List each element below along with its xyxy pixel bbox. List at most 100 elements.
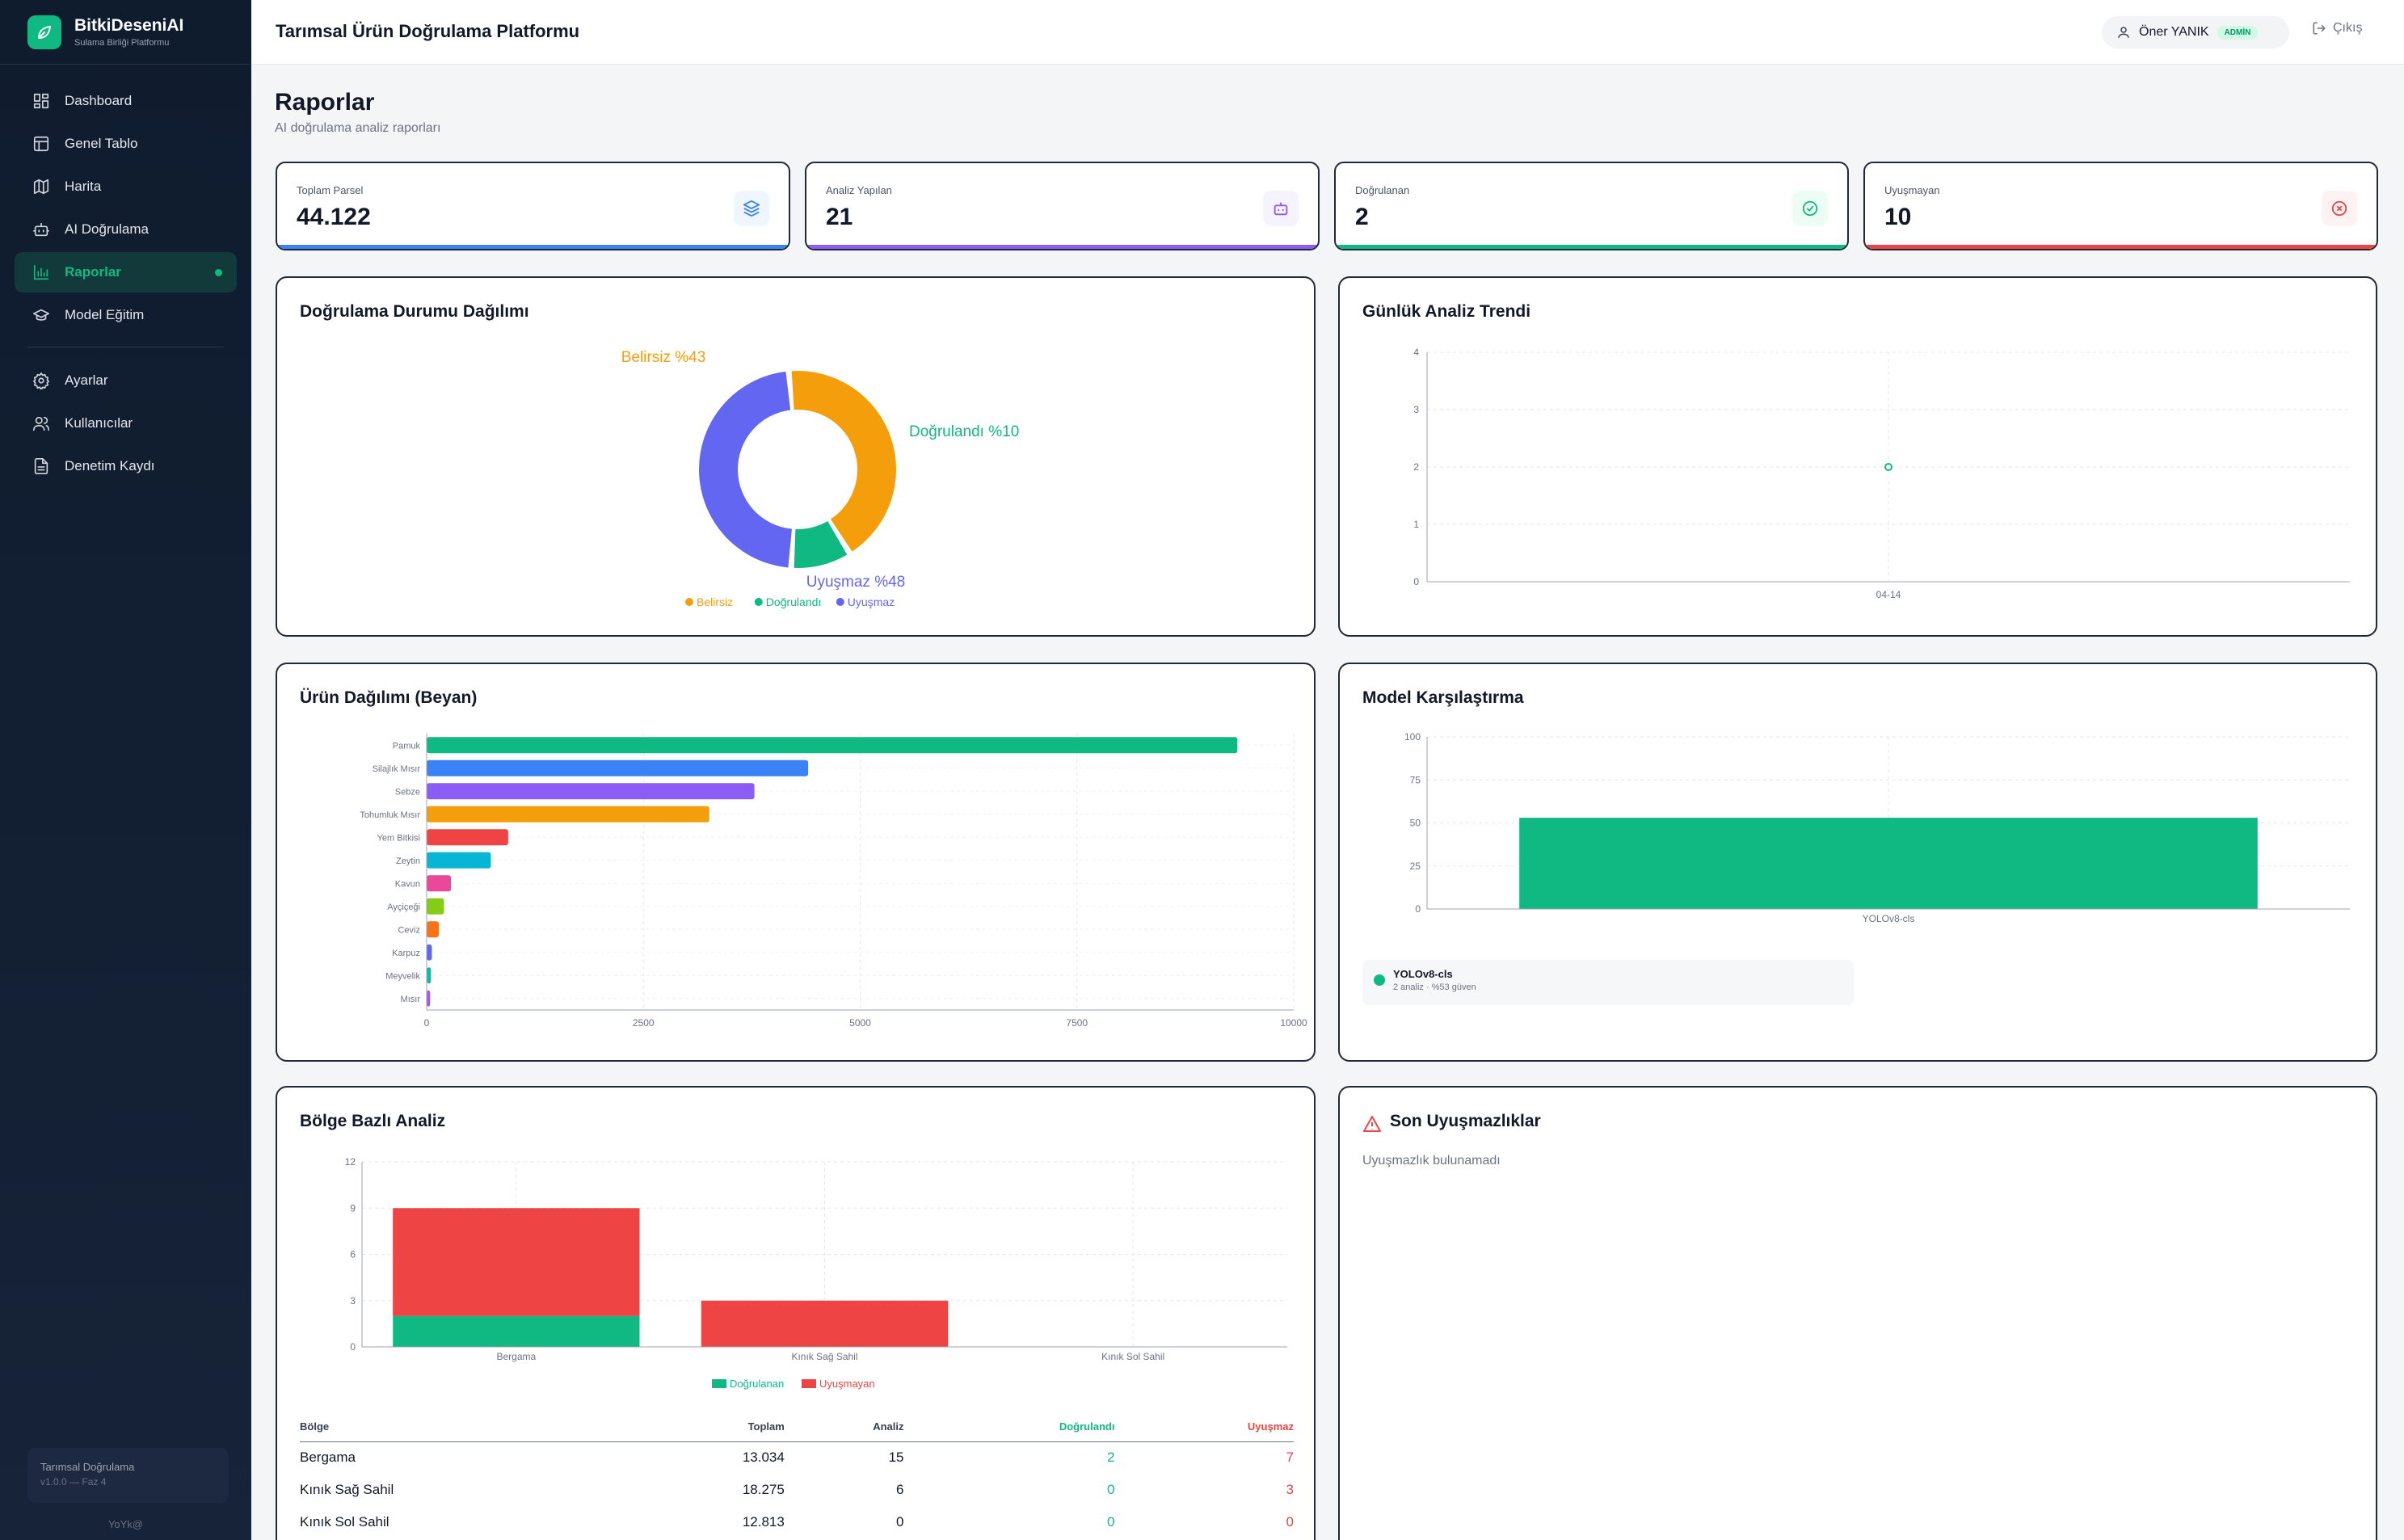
bar-segment [701,1300,949,1347]
card-verification-distribution: Doğrulama Durumu Dağılımı Belirsiz %43 Do… [276,276,1316,637]
card-title: Bölge Bazlı Analiz [300,1112,446,1130]
legend-label: Doğrulandı [766,595,822,608]
sidebar-item-ayarlar[interactable]: Ayarlar [15,360,237,401]
y-tick-label: Pamuk [393,741,421,751]
y-tick-label: Sebze [395,787,420,797]
card-title: Model Karşılaştırma [1362,688,1524,707]
stat-value: 44.122 [297,204,371,230]
col-header: Uyuşmaz [1114,1412,1294,1442]
x-tick-label: 2500 [633,1017,655,1029]
sidebar-item-label: AI Doğrulama [65,221,149,237]
model-list-item[interactable]: YOLOv8-cls 2 analiz · %53 güven [1362,960,1854,1005]
logout-button[interactable]: Çıkış [2312,21,2362,36]
stat-value: 10 [1884,204,1912,230]
cell: 3 [1286,1482,1294,1497]
brand[interactable]: BitkiDeseniAI Sulama Birliği Platformu [0,0,251,65]
slice-label: Belirsiz %43 [621,349,706,366]
y-tick-label: Kavun [395,879,420,889]
graduation-cap-icon [33,309,49,321]
bar [427,967,432,984]
stat-value: 21 [826,204,853,230]
user-menu[interactable]: Öner YANIK ADMİN [2102,16,2289,48]
legend-marker [685,598,693,606]
cell: 2 [1106,1450,1115,1466]
cell: 6 [896,1482,904,1497]
bar [427,829,508,846]
cell: 0 [896,1514,904,1529]
sidebar-item-label: Raporlar [65,264,121,280]
stat-accent-bar [1336,245,1847,249]
y-tick-label: 3 [1413,404,1419,415]
logout-icon [2313,22,2326,35]
legend-label: Belirsiz [697,595,733,608]
x-tick-label: Kınık Sol Sahil [1101,1351,1164,1362]
sidebar-item-label: Denetim Kaydı [65,458,155,473]
cell: Kınık Sol Sahil [300,1514,389,1529]
cell: 18.275 [742,1482,785,1497]
x-tick-label: Kınık Sağ Sahil [791,1351,857,1362]
cell: 15 [888,1450,904,1466]
model-bar-chart: 0 25 50 75 100 YOLOv8-cls [1404,731,2350,924]
cell: 0 [1106,1482,1115,1497]
cell: 12.813 [742,1514,785,1529]
topbar: Tarımsal Ürün Doğrulama Platformu Öner Y… [251,0,2404,65]
user-icon [2118,27,2129,38]
y-tick-label: 50 [1410,818,1421,829]
leaf-icon [27,15,61,49]
sidebar-item-label: Harita [65,179,102,194]
trend-chart: 0 1 2 3 4 04-14 [1413,347,2350,600]
sidebar-item-ai-dogrulama[interactable]: AI Doğrulama [15,209,237,250]
sidebar-item-model-egitim[interactable]: Model Eğitim [15,295,237,335]
table-row: Kınık Sağ Sahil 18.275 6 0 3 [300,1474,1294,1506]
cell: 0 [1286,1514,1294,1529]
sidebar-item-harita[interactable]: Harita [15,166,237,207]
bar [427,783,755,800]
col-header: Doğrulandı [903,1412,1115,1442]
card-model-comparison: Model Karşılaştırma 0 25 50 75 100 YOLOv8-cls… [1338,663,2377,1062]
col-header: Toplam [538,1412,785,1442]
y-tick-label: Meyvelik [385,971,420,981]
user-name: Öner YANIK [2139,25,2209,39]
x-tick-label: 10000 [1280,1017,1307,1029]
sidebar-item-denetim-kaydi[interactable]: Denetim Kaydı [15,446,237,486]
page-title: Raporlar [275,89,375,116]
check-circle-icon [1792,191,1828,226]
bar [427,898,444,915]
sidebar-item-raporlar[interactable]: Raporlar [15,252,237,292]
gear-icon [33,372,49,389]
sidebar-item-kullanicilar[interactable]: Kullanıcılar [15,403,237,444]
sidebar-item-dashboard[interactable]: Dashboard [15,81,237,121]
y-tick-label: 2 [1413,461,1419,473]
bar [427,737,1238,754]
card-title: Ürün Dağılımı (Beyan) [300,688,478,707]
legend-marker [712,1379,726,1388]
y-tick-label: Tohumluk Mısır [360,810,420,820]
y-tick-label: Mısır [401,995,421,1004]
bar [427,921,440,938]
slice-label: Uyuşmaz %48 [806,574,906,591]
stat-value: 2 [1355,204,1369,230]
brand-name: BitkiDeseniAI [74,15,184,35]
stat-label: Toplam Parsel [297,184,364,196]
bar [1519,818,2258,909]
card-title: Doğrulama Durumu Dağılımı [300,302,529,321]
cell: Bergama [300,1450,356,1466]
slice-label: Doğrulandı %10 [909,423,1019,440]
stat-card-mismatch: Uyuşmayan 10 [1863,162,2378,250]
sidebar-item-genel-tablo[interactable]: Genel Tablo [15,124,237,164]
sidebar-item-label: Model Eğitim [65,307,145,322]
x-tick-label: 04-14 [1876,589,1901,600]
stat-label: Uyuşmayan [1884,184,1940,196]
y-tick-label: Yem Bitkisi [377,833,420,843]
active-indicator [215,269,222,276]
card-title: Günlük Analiz Trendi [1362,302,1531,321]
brand-subtitle: Sulama Birliği Platformu [74,37,170,48]
cell: 13.034 [742,1450,785,1466]
donut-slice [791,371,896,552]
stat-card-analyzed: Analiz Yapılan 21 [805,162,1320,250]
version-box: Tarımsal Doğrulama v1.0.0 — Faz 4 [27,1448,229,1503]
page-subtitle: AI doğrulama analiz raporları [275,121,441,135]
y-tick-label: Silajlık Mısır [373,764,421,774]
card-recent-conflicts: Son Uyuşmazlıklar Uyuşmazlık bulunamadı [1338,1086,2377,1540]
card-title: Son Uyuşmazlıklar [1390,1112,1541,1130]
